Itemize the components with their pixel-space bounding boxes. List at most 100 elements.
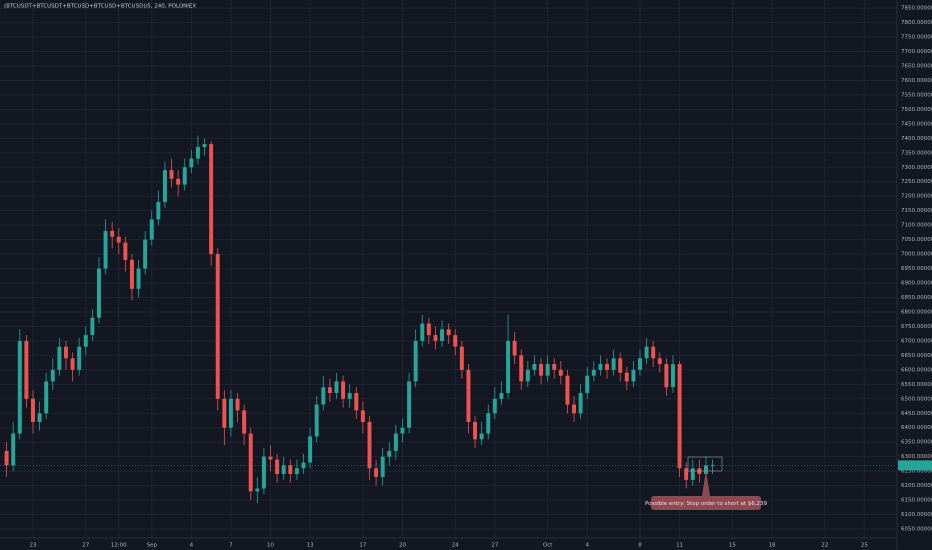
y-tick-label: 7600.00000000 [901,78,932,84]
candle-body [638,358,642,370]
y-tick-label: 7050.00000000 [901,237,932,243]
candle-body [354,393,359,411]
candle-body [440,329,445,341]
candle-body [235,398,240,411]
candle-body [677,364,682,469]
candle-body [347,393,352,399]
y-tick-label: 7700.00000000 [901,49,932,55]
candle-body [558,369,563,376]
y-tick-label: 6450.00000000 [901,411,932,417]
x-tick-label: 15 [729,543,736,549]
candle-body [96,268,101,318]
candles [0,135,896,503]
candle-body [57,346,62,370]
x-tick-label: 13 [307,543,314,549]
y-tick-label: 6050.00000000 [901,527,932,533]
y-tick-label: 6100.00000000 [901,512,932,518]
x-tick-label: 17 [359,543,366,549]
y-tick-label: 7750.00000000 [901,35,932,41]
y-tick-label: 7350.00000000 [901,150,932,156]
candle-body [70,358,75,370]
candle-body [182,167,187,185]
x-tick-label: 27 [82,543,89,549]
candle-body [479,433,484,440]
candle-body [11,433,16,466]
candle-body [242,410,247,434]
candle-body [314,404,319,437]
annotation-callout: Possible entry: Stop order to short at $… [645,470,767,510]
candle-body [195,147,200,159]
x-tick-label: 4 [190,543,194,549]
candle-body [539,364,544,376]
y-tick-label: 6550.00000000 [901,382,932,388]
axes: 6050.00000000 6100.00000000 6150.00000000 6… [29,6,932,549]
x-tick-label: 7 [229,543,233,549]
candle-body [162,170,167,203]
x-tick-label: Sep [147,543,158,549]
y-tick-label: 6250.00000000 [901,469,932,475]
x-tick-label: 12:00 [111,543,127,549]
candle-body [281,465,286,475]
y-tick-label: 7550.00000000 [901,92,932,98]
callout-pointer [702,470,710,496]
candle-body [222,398,227,428]
candle-body [129,259,134,289]
candle-body [123,242,128,260]
candle-body [77,346,82,370]
candle-body [156,202,161,220]
x-tick-label: 18 [768,543,775,549]
candle-body [215,254,220,399]
candle-body [334,381,339,394]
candle-body [275,459,280,475]
candle-body [387,450,392,457]
candle-body [657,358,662,365]
candle-body [327,387,332,394]
candle-body [367,421,372,469]
x-tick-label: 10 [267,543,274,549]
x-tick-label: 27 [491,543,498,549]
y-tick-label: 6200.00000000 [901,483,932,489]
x-tick-label: 11 [676,543,683,549]
drawing-box [687,456,723,472]
candle-body [545,364,550,376]
candle-body [380,456,385,477]
candle-body [605,364,609,370]
candle-body [83,335,88,347]
candle-body [453,335,458,347]
candle-body [44,381,49,414]
x-tick-label: 22 [821,543,828,549]
candle-body [321,387,326,405]
y-tick-label: 6350.00000000 [901,440,932,446]
candle-body [176,178,181,185]
candle-body [624,372,629,382]
y-tick-label: 7300.00000000 [901,165,932,171]
candle-body [407,381,412,428]
y-tick-label: 6300.00000000 [901,454,932,460]
candle-body [506,340,511,394]
candle-body [671,364,675,388]
candle-body [519,355,524,382]
grid [0,0,896,538]
y-tick-label: 6650.00000000 [901,353,932,359]
candle-body [24,340,29,399]
candle-body [473,421,478,440]
candle-body [341,381,346,399]
range-box [687,456,723,472]
candle-body [618,358,623,373]
y-tick-label: 7250.00000000 [901,179,932,185]
candle-body [684,468,689,480]
y-tick-label: 6700.00000000 [901,338,932,344]
y-tick-label: 6750.00000000 [901,324,932,330]
candle-body [591,369,596,376]
candle-body [499,393,504,399]
candle-body [710,465,715,467]
candle-body [532,364,537,370]
candle-body [149,219,154,240]
candle-body [50,369,55,382]
candle-body [209,144,214,255]
chart-title: (BTCUSDT+BTCUSDT+BTCUSD+BTCUSD+BTCUSD)/5… [4,4,196,10]
candle-body [31,398,35,422]
x-tick-label: 8 [638,543,642,549]
candle-body [4,450,9,466]
